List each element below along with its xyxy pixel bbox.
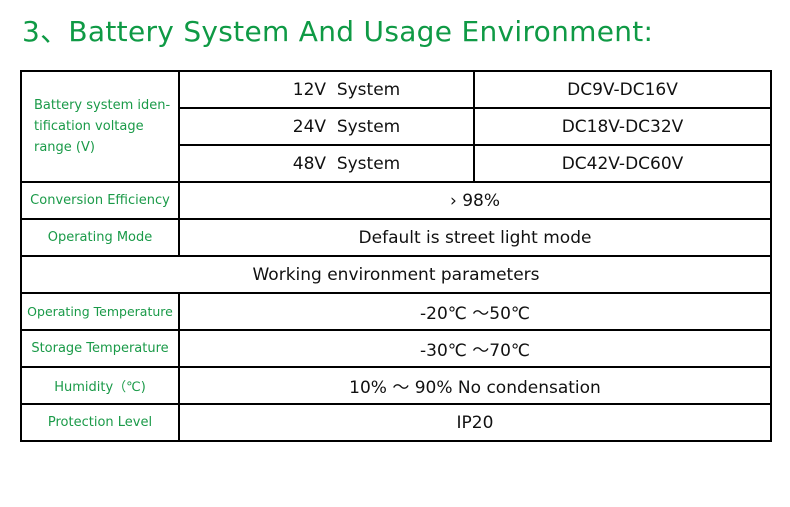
table-row: Humidity（℃) 10% ～ 90% No condensation <box>20 366 772 405</box>
row-value: › 98% <box>178 181 772 220</box>
table-row: Conversion Efficiency › 98% <box>20 181 772 220</box>
system-cell: 12V System <box>178 70 475 109</box>
row-value: -20℃ ～50℃ <box>178 292 772 331</box>
row-value: Default is street light mode <box>178 218 772 257</box>
range-cell: DC9V-DC16V <box>473 70 772 109</box>
row-label: Humidity（℃) <box>20 366 180 405</box>
table-row: 48V System DC42V-DC60V <box>21 144 772 183</box>
section-row: Working environment parameters <box>20 255 772 294</box>
row-label: Operating Temperature <box>20 292 180 331</box>
system-cell: 48V System <box>178 144 475 183</box>
table-row: Operating Mode Default is street light m… <box>20 218 772 257</box>
page-title: 3、Battery System And Usage Environment: <box>22 15 654 48</box>
battery-label: Battery system iden-tification voltage r… <box>20 70 180 183</box>
table-row: Operating Temperature -20℃ ～50℃ <box>20 292 772 331</box>
row-label: Storage Temperature <box>20 329 180 368</box>
range-cell: DC42V-DC60V <box>473 144 772 183</box>
spec-table: Battery system iden-tification voltage r… <box>20 70 772 442</box>
table-row: Storage Temperature -30℃ ～70℃ <box>20 329 772 368</box>
row-value: 10% ～ 90% No condensation <box>178 366 772 405</box>
table-row: Battery system iden-tification voltage r… <box>20 70 772 183</box>
row-value: -30℃ ～70℃ <box>178 329 772 368</box>
row-value: IP20 <box>178 403 772 442</box>
row-label: Protection Level <box>20 403 180 442</box>
table-row: 24V System DC18V-DC32V <box>21 107 772 146</box>
row-label: Operating Mode <box>20 218 180 257</box>
table-row: Protection Level IP20 <box>20 403 772 442</box>
row-label: Conversion Efficiency <box>20 181 180 220</box>
section-heading: Working environment parameters <box>20 255 772 294</box>
system-cell: 24V System <box>178 107 475 146</box>
range-cell: DC18V-DC32V <box>473 107 772 146</box>
